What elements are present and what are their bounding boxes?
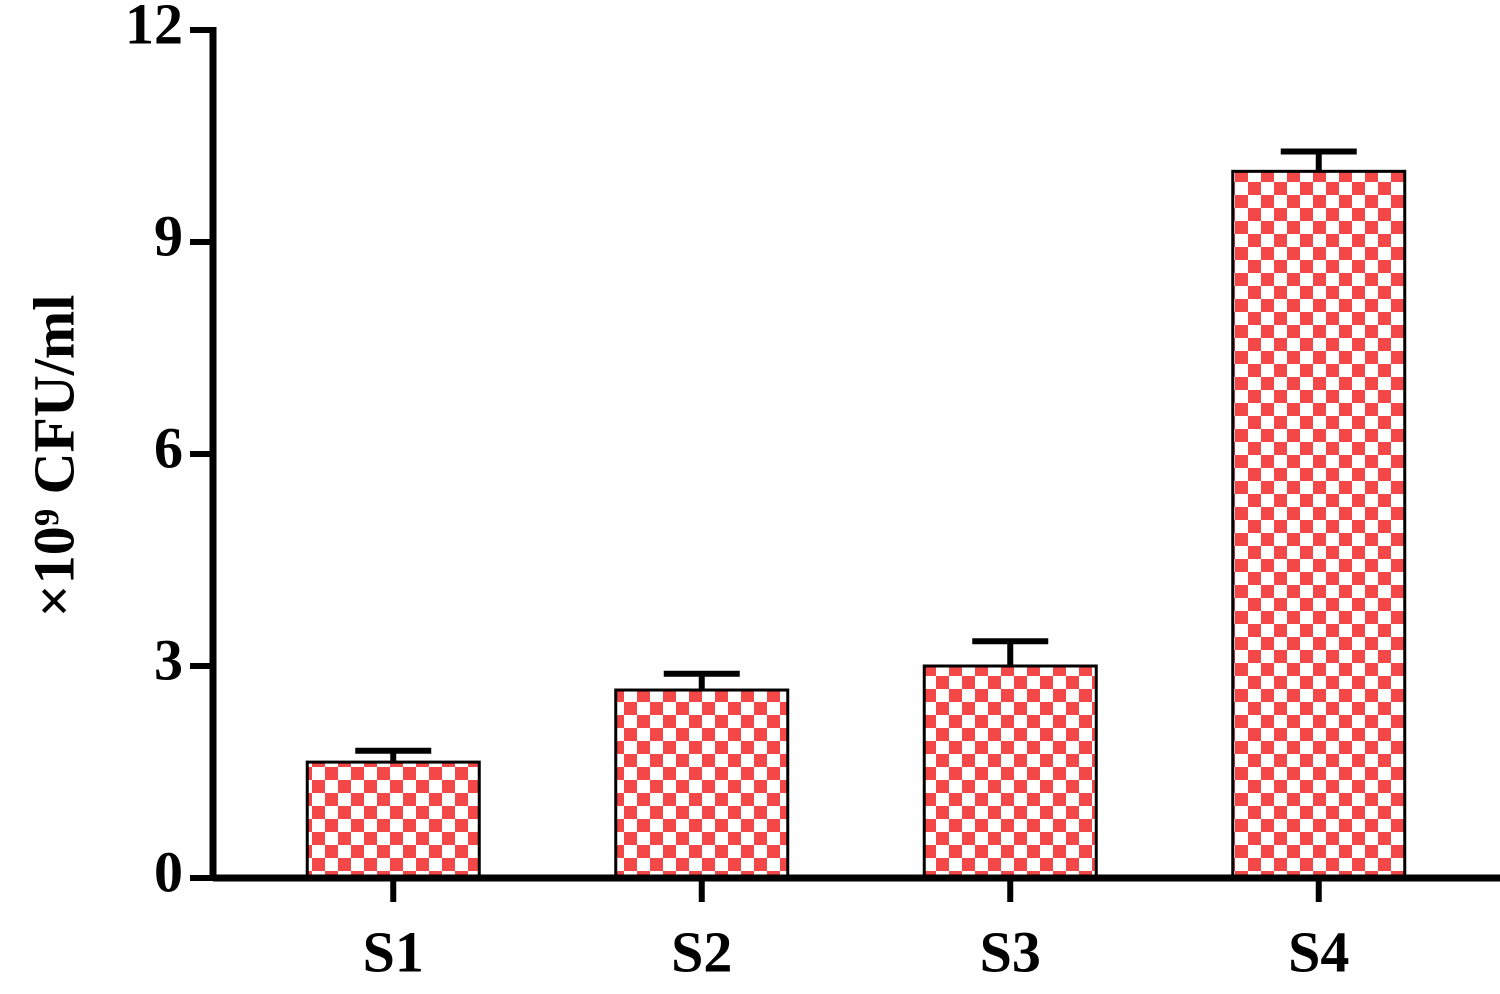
error-bar — [355, 747, 432, 763]
error-bar — [663, 670, 740, 691]
y-tick-label: 12 — [125, 0, 183, 56]
y-tick-label: 6 — [154, 415, 183, 480]
bar — [1231, 169, 1407, 880]
bar — [614, 688, 790, 880]
bar — [305, 760, 481, 880]
error-bar — [972, 638, 1049, 666]
y-tick-label: 9 — [154, 203, 183, 268]
bar — [922, 664, 1098, 880]
y-tick-label: 0 — [154, 839, 183, 904]
error-bar — [1280, 148, 1357, 172]
x-tick-label: S1 — [363, 919, 424, 984]
x-tick-label: S2 — [671, 919, 732, 984]
y-axis-label: ×10⁹ CFU/ml — [21, 295, 86, 618]
x-tick-label: S3 — [980, 919, 1041, 984]
y-tick-label: 3 — [154, 627, 183, 692]
x-tick-label: S4 — [1288, 919, 1349, 984]
